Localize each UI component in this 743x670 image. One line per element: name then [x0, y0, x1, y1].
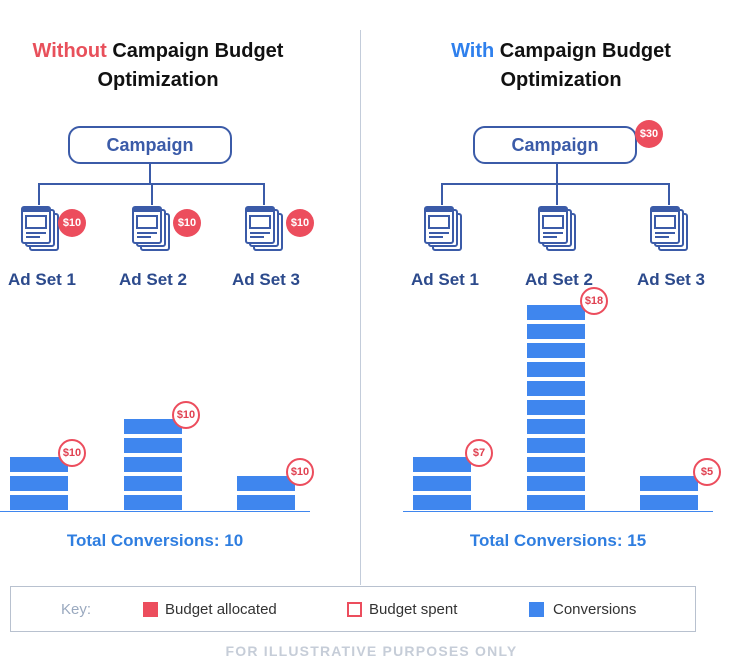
- budget-allocated-badge: $10: [286, 209, 314, 237]
- conversion-segment: [237, 476, 295, 491]
- panel-title: Without Campaign Budget Optimization: [0, 37, 316, 95]
- ad-set-icon: [132, 206, 170, 251]
- title-accent: Without: [32, 40, 107, 62]
- ad-set-1: Ad Set 1: [405, 206, 485, 296]
- budget-spent-badge: $10: [172, 401, 200, 429]
- conversion-segment: [527, 419, 585, 434]
- tree-connector: [263, 183, 265, 205]
- ad-set-3: Ad Set 3: [631, 206, 711, 296]
- conversion-segment: [640, 476, 698, 491]
- key-label: Key:: [61, 601, 92, 618]
- ad-set-icon: [650, 206, 688, 251]
- panel-with-cbo: With Campaign Budget Optimization Campai…: [403, 0, 743, 590]
- panel-title: With Campaign Budget Optimization: [403, 37, 719, 95]
- title-line2: Optimization: [97, 69, 219, 91]
- ad-set-label: Ad Set 3: [231, 270, 301, 289]
- conversion-segment: [527, 495, 585, 510]
- key-item-conversions: Conversions: [553, 601, 637, 618]
- ad-set-label: Ad Set 1: [7, 270, 77, 289]
- ad-set-2: Ad Set 2: [113, 206, 193, 296]
- budget-spent-badge: $5: [693, 458, 721, 486]
- conversion-bar: [10, 457, 68, 510]
- conversion-bar: [237, 476, 295, 510]
- conversion-segment: [527, 476, 585, 491]
- campaign-budget-badge: $30: [635, 120, 663, 148]
- title-rest: Campaign Budget: [106, 40, 284, 62]
- campaign-box: Campaign: [68, 126, 232, 164]
- key-item-budget-allocated: Budget allocated: [165, 601, 277, 618]
- title-line2: Optimization: [500, 69, 622, 91]
- conversion-segment: [413, 495, 471, 510]
- ad-set-label: Ad Set 1: [410, 270, 480, 289]
- ad-set-label: Ad Set 2: [524, 270, 594, 289]
- bar-baseline: [403, 511, 713, 512]
- conversion-bar: [527, 305, 585, 510]
- conversion-segment: [527, 438, 585, 453]
- budget-allocated-badge: $10: [58, 209, 86, 237]
- budget-spent-swatch: [347, 602, 362, 617]
- tree-connector: [556, 164, 558, 184]
- conversion-segment: [10, 457, 68, 472]
- conversion-segment: [527, 381, 585, 396]
- total-conversions: Total Conversions: 15: [469, 531, 647, 550]
- ad-set-3: Ad Set 3: [226, 206, 306, 296]
- conversion-segment: [124, 419, 182, 434]
- ad-set-label: Ad Set 3: [636, 270, 706, 289]
- title-rest: Campaign Budget: [494, 40, 671, 62]
- ad-set-2: Ad Set 2: [519, 206, 599, 296]
- legend-key: Key: Budget allocated Budget spent Conve…: [10, 586, 696, 632]
- conversion-bar: [124, 419, 182, 510]
- budget-spent-badge: $18: [580, 287, 608, 315]
- budget-spent-badge: $7: [465, 439, 493, 467]
- panel-divider: [360, 30, 361, 585]
- conversion-segment: [527, 400, 585, 415]
- conversion-segment: [527, 324, 585, 339]
- footer-disclaimer: FOR ILLUSTRATIVE PURPOSES ONLY: [225, 643, 518, 659]
- conversion-segment: [124, 438, 182, 453]
- conversion-segment: [124, 457, 182, 472]
- tree-connector: [38, 183, 40, 205]
- tree-connector: [556, 183, 558, 205]
- budget-allocated-swatch: [143, 602, 158, 617]
- tree-connector: [668, 183, 670, 205]
- tree-connector: [149, 164, 151, 184]
- budget-allocated-badge: $10: [173, 209, 201, 237]
- ad-set-icon: [424, 206, 462, 251]
- conversion-segment: [413, 457, 471, 472]
- tree-connector: [151, 183, 153, 205]
- panel-without-cbo: Without Campaign Budget Optimization Cam…: [0, 0, 360, 590]
- conversions-swatch: [529, 602, 544, 617]
- budget-spent-badge: $10: [58, 439, 86, 467]
- budget-spent-badge: $10: [286, 458, 314, 486]
- conversion-segment: [527, 343, 585, 358]
- ad-set-icon: [538, 206, 576, 251]
- conversion-segment: [10, 495, 68, 510]
- key-item-budget-spent: Budget spent: [369, 601, 458, 618]
- conversion-segment: [527, 457, 585, 472]
- conversion-segment: [527, 305, 585, 320]
- tree-connector: [441, 183, 443, 205]
- conversion-segment: [527, 362, 585, 377]
- conversion-segment: [10, 476, 68, 491]
- campaign-box: Campaign: [473, 126, 637, 164]
- bar-baseline: [0, 511, 310, 512]
- conversion-segment: [640, 495, 698, 510]
- conversion-segment: [124, 495, 182, 510]
- conversion-bar: [640, 476, 698, 510]
- ad-set-label: Ad Set 2: [118, 270, 188, 289]
- total-conversions: Total Conversions: 10: [66, 531, 244, 550]
- ad-set-icon: [21, 206, 59, 251]
- title-accent: With: [451, 40, 495, 62]
- conversion-segment: [413, 476, 471, 491]
- conversion-segment: [124, 476, 182, 491]
- ad-set-1: Ad Set 1: [2, 206, 82, 296]
- tree-connector: [441, 183, 670, 185]
- conversion-segment: [237, 495, 295, 510]
- ad-set-icon: [245, 206, 283, 251]
- conversion-bar: [413, 457, 471, 510]
